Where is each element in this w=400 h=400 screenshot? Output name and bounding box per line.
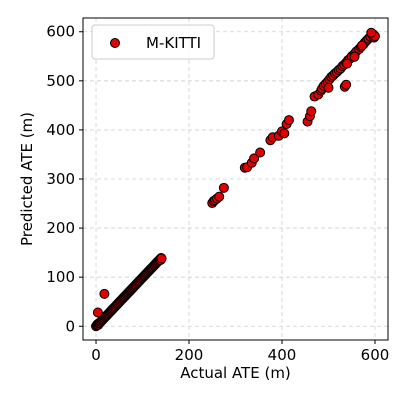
x-axis-label: Actual ATE (m) <box>180 364 291 382</box>
data-point <box>283 115 294 126</box>
y-tick-label: 200 <box>46 219 75 237</box>
y-tick-label: 300 <box>46 170 75 188</box>
x-tick-label: 200 <box>175 346 204 364</box>
y-tick-label: 600 <box>46 23 75 41</box>
y-axis-ticks: 0 100 200 300 400 500 600 <box>46 23 83 335</box>
data-point <box>214 191 225 202</box>
x-tick-label: 0 <box>91 346 101 364</box>
x-axis-ticks: 0 200 400 600 <box>91 340 389 364</box>
legend-box <box>91 24 215 60</box>
data-point <box>99 288 110 299</box>
legend-label: M-KITTI <box>146 34 201 52</box>
y-tick-label: 500 <box>46 72 75 90</box>
legend-marker <box>110 38 120 48</box>
y-axis-label: Predicted ATE (m) <box>18 112 36 246</box>
data-point <box>255 147 266 158</box>
data-point <box>356 40 367 51</box>
data-point <box>366 27 377 38</box>
data-point <box>279 128 290 139</box>
data-point <box>156 253 167 264</box>
data-point <box>349 51 360 62</box>
data-points <box>91 27 380 332</box>
data-point <box>92 307 103 318</box>
data-point <box>342 58 353 69</box>
data-point <box>249 153 260 164</box>
y-tick-label: 0 <box>65 317 75 335</box>
legend: M-KITTI <box>91 24 215 60</box>
x-tick-label: 600 <box>361 346 390 364</box>
y-tick-label: 400 <box>46 121 75 139</box>
data-point <box>341 79 352 90</box>
grid-lines <box>83 18 388 340</box>
x-tick-label: 400 <box>268 346 297 364</box>
data-point <box>218 182 229 193</box>
y-tick-label: 100 <box>46 268 75 286</box>
data-point <box>306 106 317 117</box>
data-point <box>323 82 334 93</box>
